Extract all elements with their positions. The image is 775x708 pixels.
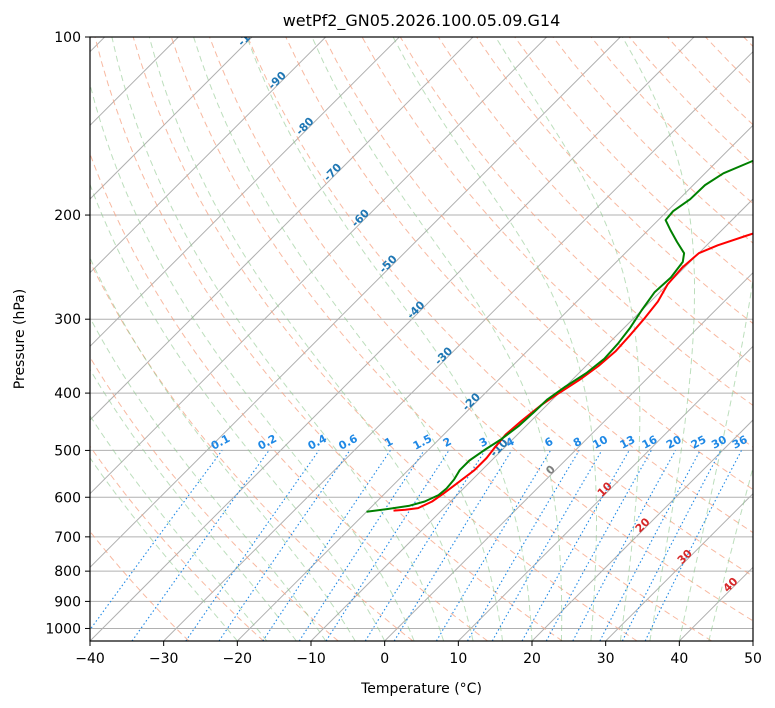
chart-title: wetPf2_GN05.2026.100.05.09.G14 xyxy=(283,11,561,31)
dry-adiabat xyxy=(476,37,753,325)
y-tick-label: 800 xyxy=(54,564,81,580)
isotherm--50 xyxy=(90,37,621,569)
dry-adiabat xyxy=(209,37,753,622)
mixing-ratio-line xyxy=(572,450,676,641)
moist-adiabat xyxy=(311,37,563,641)
mixing-ratio-label: 25 xyxy=(689,433,709,452)
mixing-ratio-label: 10 xyxy=(590,433,610,452)
x-tick-label: −40 xyxy=(75,651,105,667)
temperature-line xyxy=(393,232,753,512)
dry-adiabat xyxy=(90,445,264,641)
isotherm-0 xyxy=(384,271,753,641)
x-tick-label: 40 xyxy=(670,651,688,667)
dewpoint-line xyxy=(366,159,753,513)
mixing-ratio-label: 16 xyxy=(640,433,660,452)
y-tick-label: 300 xyxy=(54,312,81,328)
dry-adiabat xyxy=(323,37,753,491)
moist-adiabat xyxy=(148,37,474,641)
y-tick-label: 400 xyxy=(54,386,81,402)
x-axis-ticks: −40 −30 −20 −10 0 10 20 30 40 50 xyxy=(75,641,762,667)
mixing-ratio-label: 30 xyxy=(709,433,729,452)
y-tick-label: 1000 xyxy=(45,621,81,637)
moist-adiabat xyxy=(495,37,641,641)
x-axis-label: Temperature (°C) xyxy=(360,681,482,697)
mixing-ratio-line xyxy=(644,450,742,641)
plot-area xyxy=(90,37,753,641)
dry-adiabat xyxy=(132,37,638,641)
x-tick-label: 10 xyxy=(449,651,467,667)
x-tick-label: 30 xyxy=(597,651,615,667)
x-tick-label: 0 xyxy=(380,651,389,667)
y-axis-ticks: 100 200 300 400 500 600 700 800 900 1000 xyxy=(45,30,90,637)
adiabat-label: -100 xyxy=(235,20,264,49)
mixing-ratio-line xyxy=(621,450,722,641)
dry-adiabat xyxy=(90,356,339,641)
moist-adiabat xyxy=(621,37,695,641)
dry-adiabat xyxy=(285,37,753,534)
moist-adiabat xyxy=(90,316,327,641)
isotherm--60 xyxy=(90,37,548,495)
y-axis-label: Pressure (hPa) xyxy=(12,289,28,389)
dry-adiabat xyxy=(247,37,753,577)
x-tick-label: 50 xyxy=(744,651,762,667)
moist-adiabat xyxy=(90,82,415,641)
mixing-ratio-line xyxy=(185,450,320,641)
y-tick-label: 700 xyxy=(54,530,81,546)
dry-adiabat xyxy=(170,37,712,641)
moist-adiabat xyxy=(246,37,533,641)
mixing-ratio-label: 20 xyxy=(664,433,684,452)
plot-frame xyxy=(89,36,754,642)
dry-adiabat xyxy=(514,37,753,284)
x-tick-label: −30 xyxy=(149,651,179,667)
mixing-ratio-line xyxy=(218,450,351,641)
y-tick-label: 600 xyxy=(54,490,81,506)
mixing-ratio-label: 13 xyxy=(618,433,638,452)
moist-adiabat xyxy=(90,414,268,641)
mixing-ratio-line xyxy=(262,450,391,641)
x-tick-label: 20 xyxy=(523,651,541,667)
mixing-ratio-line xyxy=(131,450,270,641)
mixing-ratio-line xyxy=(521,450,630,641)
isotherm--30 xyxy=(163,50,753,641)
mixing-ratio-line xyxy=(393,450,513,641)
mixing-ratio-line xyxy=(545,450,652,641)
moist-adiabat xyxy=(678,37,753,641)
dry-adiabat xyxy=(94,37,563,641)
profile-series xyxy=(366,159,753,513)
isotherm--40 xyxy=(90,37,695,641)
isotherm--90 xyxy=(90,37,327,274)
dry-adiabat xyxy=(90,260,414,641)
moist-adiabat xyxy=(708,465,753,641)
mixing-ratio-line xyxy=(325,450,450,641)
isotherm--80 xyxy=(90,37,400,348)
x-tick-label: −20 xyxy=(223,651,253,667)
isotherm--70 xyxy=(90,37,474,421)
moist-adiabat xyxy=(111,37,445,641)
moist-adiabat xyxy=(193,37,503,641)
isotherm--20 xyxy=(236,124,753,641)
y-tick-label: 900 xyxy=(54,594,81,610)
moist-adiabat xyxy=(90,457,238,641)
isotherm-30 xyxy=(605,492,753,641)
y-tick-label: 100 xyxy=(54,30,81,46)
y-tick-label: 200 xyxy=(54,208,81,224)
mixing-ratio-line xyxy=(90,450,223,631)
y-tick-label: 500 xyxy=(54,443,81,459)
moist-adiabat xyxy=(90,183,386,641)
moist-adiabat xyxy=(90,256,356,641)
isotherm--100 xyxy=(90,37,253,200)
x-tick-label: −10 xyxy=(296,651,326,667)
mixing-ratio-label: 36 xyxy=(730,433,750,452)
moist-adiabat xyxy=(392,37,597,641)
mixing-ratio-line xyxy=(298,450,425,641)
moist-adiabat xyxy=(90,368,297,641)
